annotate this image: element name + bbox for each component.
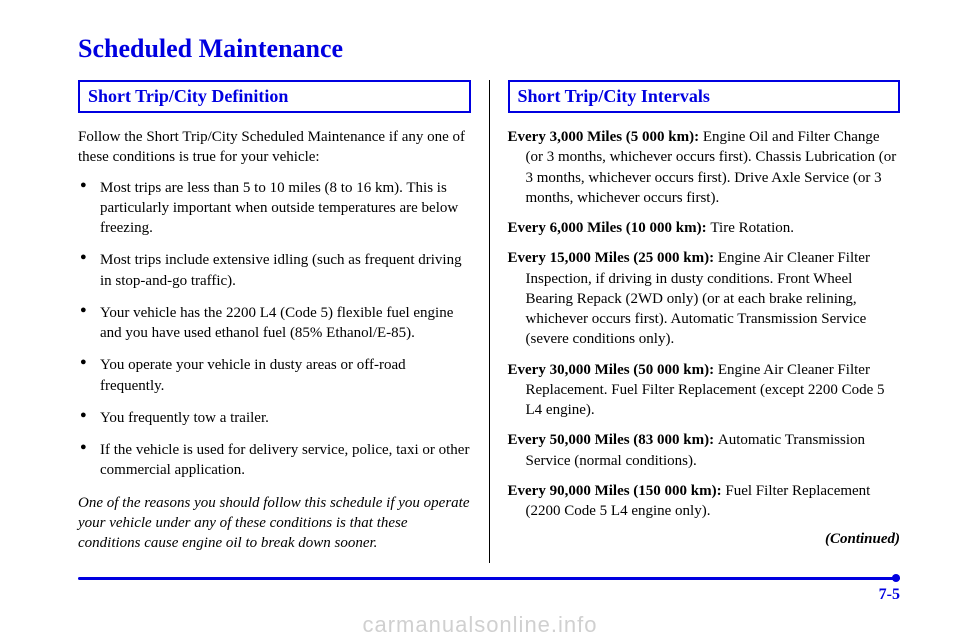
condition-list: Most trips are less than 5 to 10 miles (… — [78, 178, 471, 481]
right-column: Short Trip/City Intervals Every 3,000 Mi… — [489, 80, 901, 563]
left-column: Short Trip/City Definition Follow the Sh… — [78, 80, 489, 563]
columns: Short Trip/City Definition Follow the Sh… — [78, 80, 900, 563]
interval-label: Every 6,000 Miles (10 000 km): — [508, 220, 711, 236]
list-item: Most trips include extensive idling (suc… — [78, 250, 471, 291]
interval-item: Every 15,000 Miles (25 000 km): Engine A… — [508, 248, 901, 349]
list-item: If the vehicle is used for delivery serv… — [78, 440, 471, 481]
watermark: carmanualsonline.info — [0, 612, 960, 638]
page-footer: 7-5 — [78, 577, 900, 604]
list-item: You operate your vehicle in dusty areas … — [78, 355, 471, 396]
continued-label: (Continued) — [508, 531, 901, 548]
left-intro: Follow the Short Trip/City Scheduled Mai… — [78, 127, 471, 168]
interval-item: Every 30,000 Miles (50 000 km): Engine A… — [508, 360, 901, 421]
page-number: 7-5 — [78, 586, 900, 604]
list-item: Your vehicle has the 2200 L4 (Code 5) fl… — [78, 303, 471, 344]
interval-text: Tire Rotation. — [710, 220, 794, 236]
page-title: Scheduled Maintenance — [78, 34, 900, 64]
manual-page: Scheduled Maintenance Short Trip/City De… — [0, 0, 960, 640]
interval-item: Every 90,000 Miles (150 000 km): Fuel Fi… — [508, 481, 901, 522]
interval-label: Every 30,000 Miles (50 000 km): — [508, 362, 718, 378]
interval-label: Every 90,000 Miles (150 000 km): — [508, 483, 726, 499]
interval-item: Every 50,000 Miles (83 000 km): Automati… — [508, 430, 901, 471]
interval-item: Every 6,000 Miles (10 000 km): Tire Rota… — [508, 218, 901, 238]
footer-line — [78, 577, 900, 580]
right-section-heading: Short Trip/City Intervals — [508, 80, 901, 113]
list-item: Most trips are less than 5 to 10 miles (… — [78, 178, 471, 239]
left-note: One of the reasons you should follow thi… — [78, 493, 471, 554]
interval-label: Every 15,000 Miles (25 000 km): — [508, 250, 718, 266]
left-section-heading: Short Trip/City Definition — [78, 80, 471, 113]
interval-label: Every 50,000 Miles (83 000 km): — [508, 432, 718, 448]
interval-item: Every 3,000 Miles (5 000 km): Engine Oil… — [508, 127, 901, 208]
list-item: You frequently tow a trailer. — [78, 408, 471, 428]
interval-label: Every 3,000 Miles (5 000 km): — [508, 129, 703, 145]
footer-dot-icon — [892, 574, 900, 582]
footer-rule — [78, 577, 900, 580]
